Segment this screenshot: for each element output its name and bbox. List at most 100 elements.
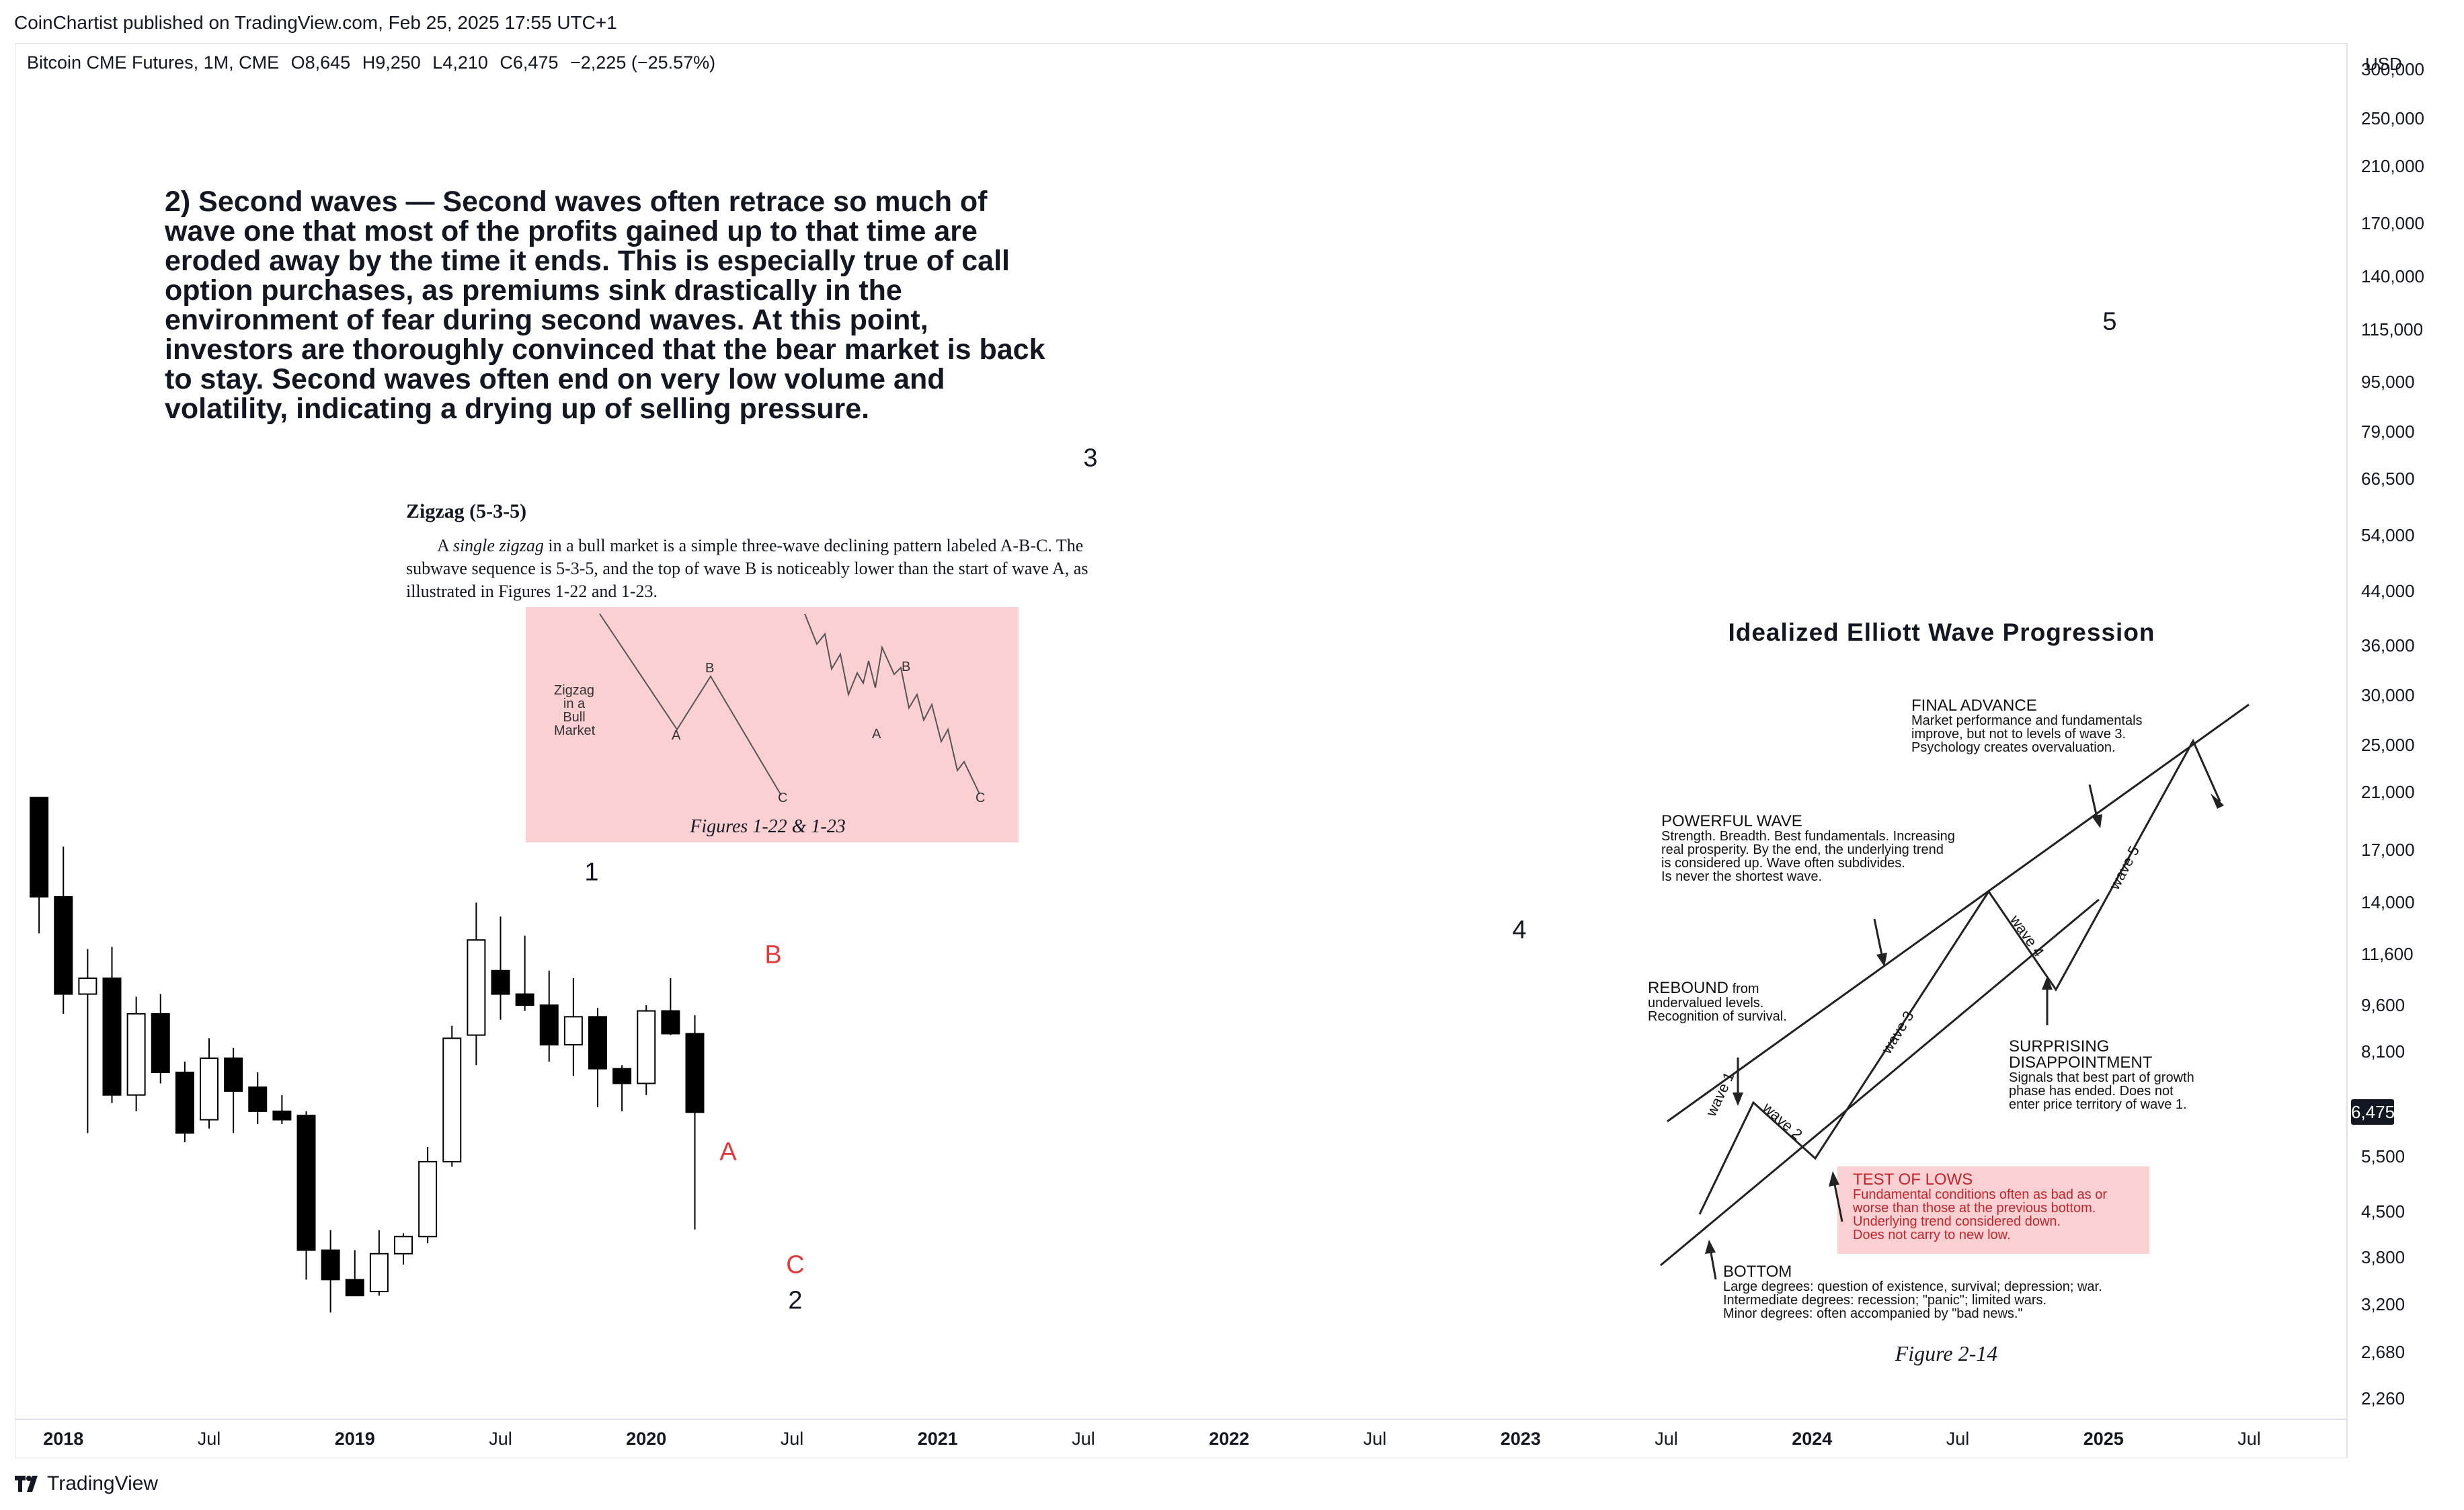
time-tick-label: 2023 [1500, 1429, 1541, 1449]
channel-upper-line [1667, 703, 2250, 1123]
test-of-lows-line: Underlying trend considered down. [1853, 1214, 2061, 1229]
zigzag-body-post: in a bull market is a simple three-wave … [406, 536, 1088, 601]
surprising-disappointment-note: SURPRISING DISAPPOINTMENT Signals that b… [2009, 1039, 2194, 1112]
candle-body [539, 1004, 559, 1045]
price-tick-label: 3,200 [2361, 1294, 2406, 1314]
candle-body [467, 939, 486, 1036]
test-of-lows-line: worse than those at the previous bottom. [1853, 1201, 2096, 1216]
powerful-wave-line: Is never the shortest wave. [1661, 869, 1823, 884]
candle [467, 902, 486, 1066]
price-tick-label: 115,000 [2361, 319, 2424, 340]
price-tick-label: 2,680 [2361, 1342, 2406, 1363]
powerful-wave-line: is considered up. Wave often subdivides. [1661, 856, 1905, 871]
zigzag-body-pre: A [437, 536, 453, 555]
candle-body [272, 1110, 292, 1121]
surprising-line: phase has ended. Does not [2009, 1084, 2174, 1099]
time-tick-label: Jul [489, 1429, 512, 1449]
time-tick-label: Jul [780, 1429, 804, 1449]
time-scale-border [15, 1419, 2348, 1420]
candle-body [345, 1279, 364, 1297]
candle-body [248, 1086, 268, 1112]
price-tick-label: 66,500 [2361, 469, 2415, 489]
final-advance-line: Psychology creates overvaluation. [1911, 740, 2116, 755]
currency-label[interactable]: USD [2365, 54, 2402, 74]
candle-body [418, 1160, 438, 1238]
candle [685, 1015, 705, 1230]
rebound-heading-tail: from [1728, 982, 1759, 996]
zigzag-fig1-b: B [705, 661, 715, 676]
candle-body [200, 1057, 218, 1121]
symbol-legend[interactable]: Bitcoin CME Futures, 1M, CME O8,645 H9,2… [27, 52, 722, 73]
candle-body [491, 969, 510, 995]
price-tick-label: 9,600 [2361, 995, 2406, 1016]
channel-lower-line [1660, 898, 2100, 1267]
candle-body [296, 1115, 316, 1251]
price-tick-label: 170,000 [2361, 213, 2424, 234]
final-advance-note: FINAL ADVANCE Market performance and fun… [1911, 698, 2143, 755]
zigzag-panel-label-line: Bull [563, 710, 586, 725]
candle [418, 1147, 438, 1244]
legend-close: C6,475 [500, 52, 559, 73]
time-tick-label: Jul [1072, 1429, 1095, 1449]
test-of-lows-heading: TEST OF LOWS [1853, 1170, 1973, 1189]
legend-symbol[interactable]: Bitcoin CME Futures, 1M, CME [27, 52, 280, 73]
legend-open: O8,645 [290, 52, 351, 73]
powerful-wave-heading: POWERFUL WAVE [1661, 812, 1802, 830]
candle-body [54, 896, 73, 995]
price-scale-border [2346, 43, 2348, 1458]
candle [151, 994, 170, 1084]
price-tick-label: 5,500 [2361, 1146, 2406, 1167]
candle [78, 949, 97, 1134]
legend-change: −2,225 (−25.57%) [570, 52, 716, 73]
zigzag-description: A single zigzag in a bull market is a si… [406, 534, 1132, 603]
candle-body [661, 1010, 680, 1035]
candle-body [102, 978, 122, 1096]
rebound-line: Recognition of survival. [1648, 1009, 1787, 1024]
final-advance-line: Market performance and fundamentals [1911, 713, 2143, 728]
candle [30, 797, 49, 934]
wave-label-4: 4 [1512, 916, 1527, 945]
candle [394, 1233, 413, 1265]
price-tick-label: 2,260 [2361, 1388, 2406, 1409]
price-tick-label: 54,000 [2361, 525, 2415, 546]
candle [539, 970, 559, 1062]
candle [661, 978, 680, 1035]
zigzag-title: Zigzag (5-3-5) [406, 500, 527, 522]
disappointment-heading: DISAPPOINTMENT [2009, 1054, 2153, 1072]
last-price-label: 6,475 [2351, 1099, 2395, 1125]
time-tick-label: 2018 [43, 1429, 84, 1449]
rebound-heading: REBOUND [1648, 979, 1729, 997]
zigzag-fig2-c: C [976, 791, 986, 805]
candle [369, 1230, 389, 1296]
test-of-lows-line: Does not carry to new low. [1853, 1228, 2011, 1242]
wave-label-1: 1 [584, 858, 599, 887]
candle-body [637, 1010, 656, 1084]
time-tick-label: Jul [197, 1429, 221, 1449]
price-tick-label: 300,000 [2361, 58, 2424, 79]
bottom-line: Large degrees: question of existence, su… [1723, 1279, 2102, 1294]
candle [612, 1065, 632, 1111]
candle-body [442, 1037, 462, 1162]
time-tick-label: 2025 [2083, 1429, 2124, 1449]
annotation-second-waves[interactable]: 2) Second waves — Second waves often ret… [165, 186, 1045, 425]
candle [345, 1250, 364, 1297]
time-tick-label: Jul [1946, 1429, 1970, 1449]
test-of-lows-highlight [1837, 1166, 2149, 1254]
candle-body [78, 978, 97, 995]
candle-body [394, 1236, 413, 1255]
time-tick-label: 2021 [917, 1429, 958, 1449]
time-tick-label: Jul [1655, 1429, 1678, 1449]
price-tick-label: 3,800 [2361, 1247, 2406, 1268]
bottom-line: Intermediate degrees: recession; "panic"… [1723, 1293, 2047, 1308]
abc-label-b: B [764, 941, 782, 969]
bottom-note: BOTTOM Large degrees: question of existe… [1723, 1264, 2102, 1321]
zigzag-figure-drawing [599, 613, 980, 796]
time-tick-label: 2024 [1792, 1429, 1833, 1449]
price-tick-label: 30,000 [2361, 685, 2415, 706]
tradingview-brand[interactable]: TradingView [15, 1472, 158, 1495]
zigzag-detailed-line [804, 613, 980, 795]
candle-body [612, 1068, 632, 1084]
price-tick-label: 25,000 [2361, 734, 2415, 755]
candle-body [30, 797, 49, 898]
